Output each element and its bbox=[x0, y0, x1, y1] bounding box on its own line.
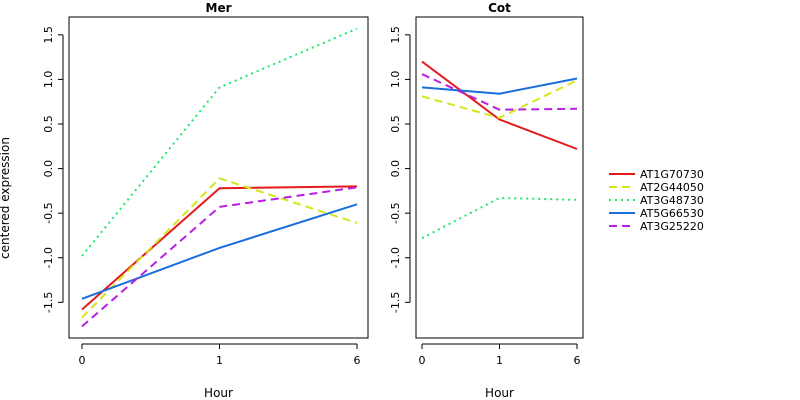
y-axis-mer: -1.5 -1.0 -0.5 0.0 0.5 1.0 1.5 bbox=[42, 26, 64, 313]
x-tick-label-cot-1: 1 bbox=[496, 354, 503, 367]
legend-label-at5g66530: AT5G66530 bbox=[640, 207, 704, 220]
legend-label-at3g25220: AT3G25220 bbox=[640, 220, 704, 233]
series-line-cot-at5g66530 bbox=[421, 77, 578, 95]
x-tick-label-mer-1: 1 bbox=[216, 354, 223, 367]
series-line-cot-at3g25220 bbox=[421, 73, 578, 111]
y-tick-label-mer-5: 1.0 bbox=[42, 71, 55, 89]
y-tick-label-mer-0: -1.5 bbox=[42, 292, 55, 313]
x-tick-label-mer-2: 6 bbox=[354, 354, 361, 367]
x-tick-label-mer-0: 0 bbox=[79, 354, 86, 367]
x-tick-label-cot-0: 0 bbox=[419, 354, 426, 367]
panel-title-cot: Cot bbox=[488, 1, 511, 15]
series-line-mer-at3g25220 bbox=[81, 186, 358, 328]
panel-mer-frame bbox=[68, 16, 369, 339]
panel-cot-frame bbox=[415, 16, 584, 339]
y-tick-label-mer-3: 0.0 bbox=[42, 160, 55, 178]
x-axis-label-mer: Hour bbox=[204, 386, 233, 400]
x-axis-label-cot: Hour bbox=[485, 386, 514, 400]
y-tick-label-mer-2: -0.5 bbox=[42, 202, 55, 223]
y-axis-cot: -1.5 -1.0 -0.5 0.0 0.5 1.0 1.5 bbox=[389, 26, 411, 313]
y-tick-label-mer-6: 1.5 bbox=[42, 26, 55, 44]
series-line-cot-at3g48730 bbox=[421, 196, 578, 239]
series-layer-cot bbox=[421, 60, 578, 239]
x-axis-mer: 0 1 6 bbox=[79, 343, 361, 367]
y-tick-label-cot-2: -0.5 bbox=[389, 202, 402, 223]
legend-label-at1g70730: AT1G70730 bbox=[640, 168, 704, 181]
y-axis-label: centered expression bbox=[0, 137, 12, 259]
legend-label-at3g48730: AT3G48730 bbox=[640, 194, 704, 207]
y-tick-label-cot-5: 1.0 bbox=[389, 71, 402, 89]
x-tick-label-cot-2: 6 bbox=[574, 354, 581, 367]
series-line-mer-at3g48730 bbox=[81, 27, 358, 257]
panel-cot: Cot 0 1 6 -1.5 -1.0 -0.5 0.0 0.5 1.0 1.5 Hour bbox=[389, 1, 584, 400]
y-tick-label-cot-1: -1.0 bbox=[389, 247, 402, 268]
y-tick-label-mer-1: -1.0 bbox=[42, 247, 55, 268]
panel-mer: Mer 0 1 6 -1.5 -1.0 -0.5 0.0 0.5 1.0 1.5 Hour bbox=[42, 1, 369, 400]
panel-title-mer: Mer bbox=[206, 1, 232, 15]
y-tick-label-cot-6: 1.5 bbox=[389, 26, 402, 44]
series-line-mer-at1g70730 bbox=[81, 185, 358, 311]
series-line-cot-at2g44050 bbox=[421, 79, 578, 119]
x-axis-cot: 0 1 6 bbox=[419, 343, 581, 367]
legend-label-at2g44050: AT2G44050 bbox=[640, 181, 704, 194]
series-line-mer-at5g66530 bbox=[81, 203, 358, 300]
y-tick-label-mer-4: 0.5 bbox=[42, 115, 55, 133]
y-tick-label-cot-0: -1.5 bbox=[389, 292, 402, 313]
series-layer-mer bbox=[81, 27, 358, 328]
y-tick-label-cot-4: 0.5 bbox=[389, 115, 402, 133]
y-tick-label-cot-3: 0.0 bbox=[389, 160, 402, 178]
series-line-mer-at2g44050 bbox=[81, 177, 358, 319]
legend: AT1G70730AT2G44050AT3G48730AT5G66530AT3G… bbox=[609, 168, 704, 233]
series-line-cot-at1g70730 bbox=[421, 60, 578, 150]
